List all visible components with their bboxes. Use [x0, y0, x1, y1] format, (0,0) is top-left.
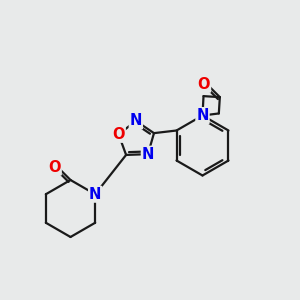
Text: O: O [48, 160, 61, 175]
Text: N: N [130, 113, 142, 128]
Text: N: N [196, 108, 209, 123]
Text: O: O [112, 127, 125, 142]
Text: O: O [198, 77, 210, 92]
Text: N: N [89, 187, 101, 202]
Text: N: N [142, 147, 154, 162]
